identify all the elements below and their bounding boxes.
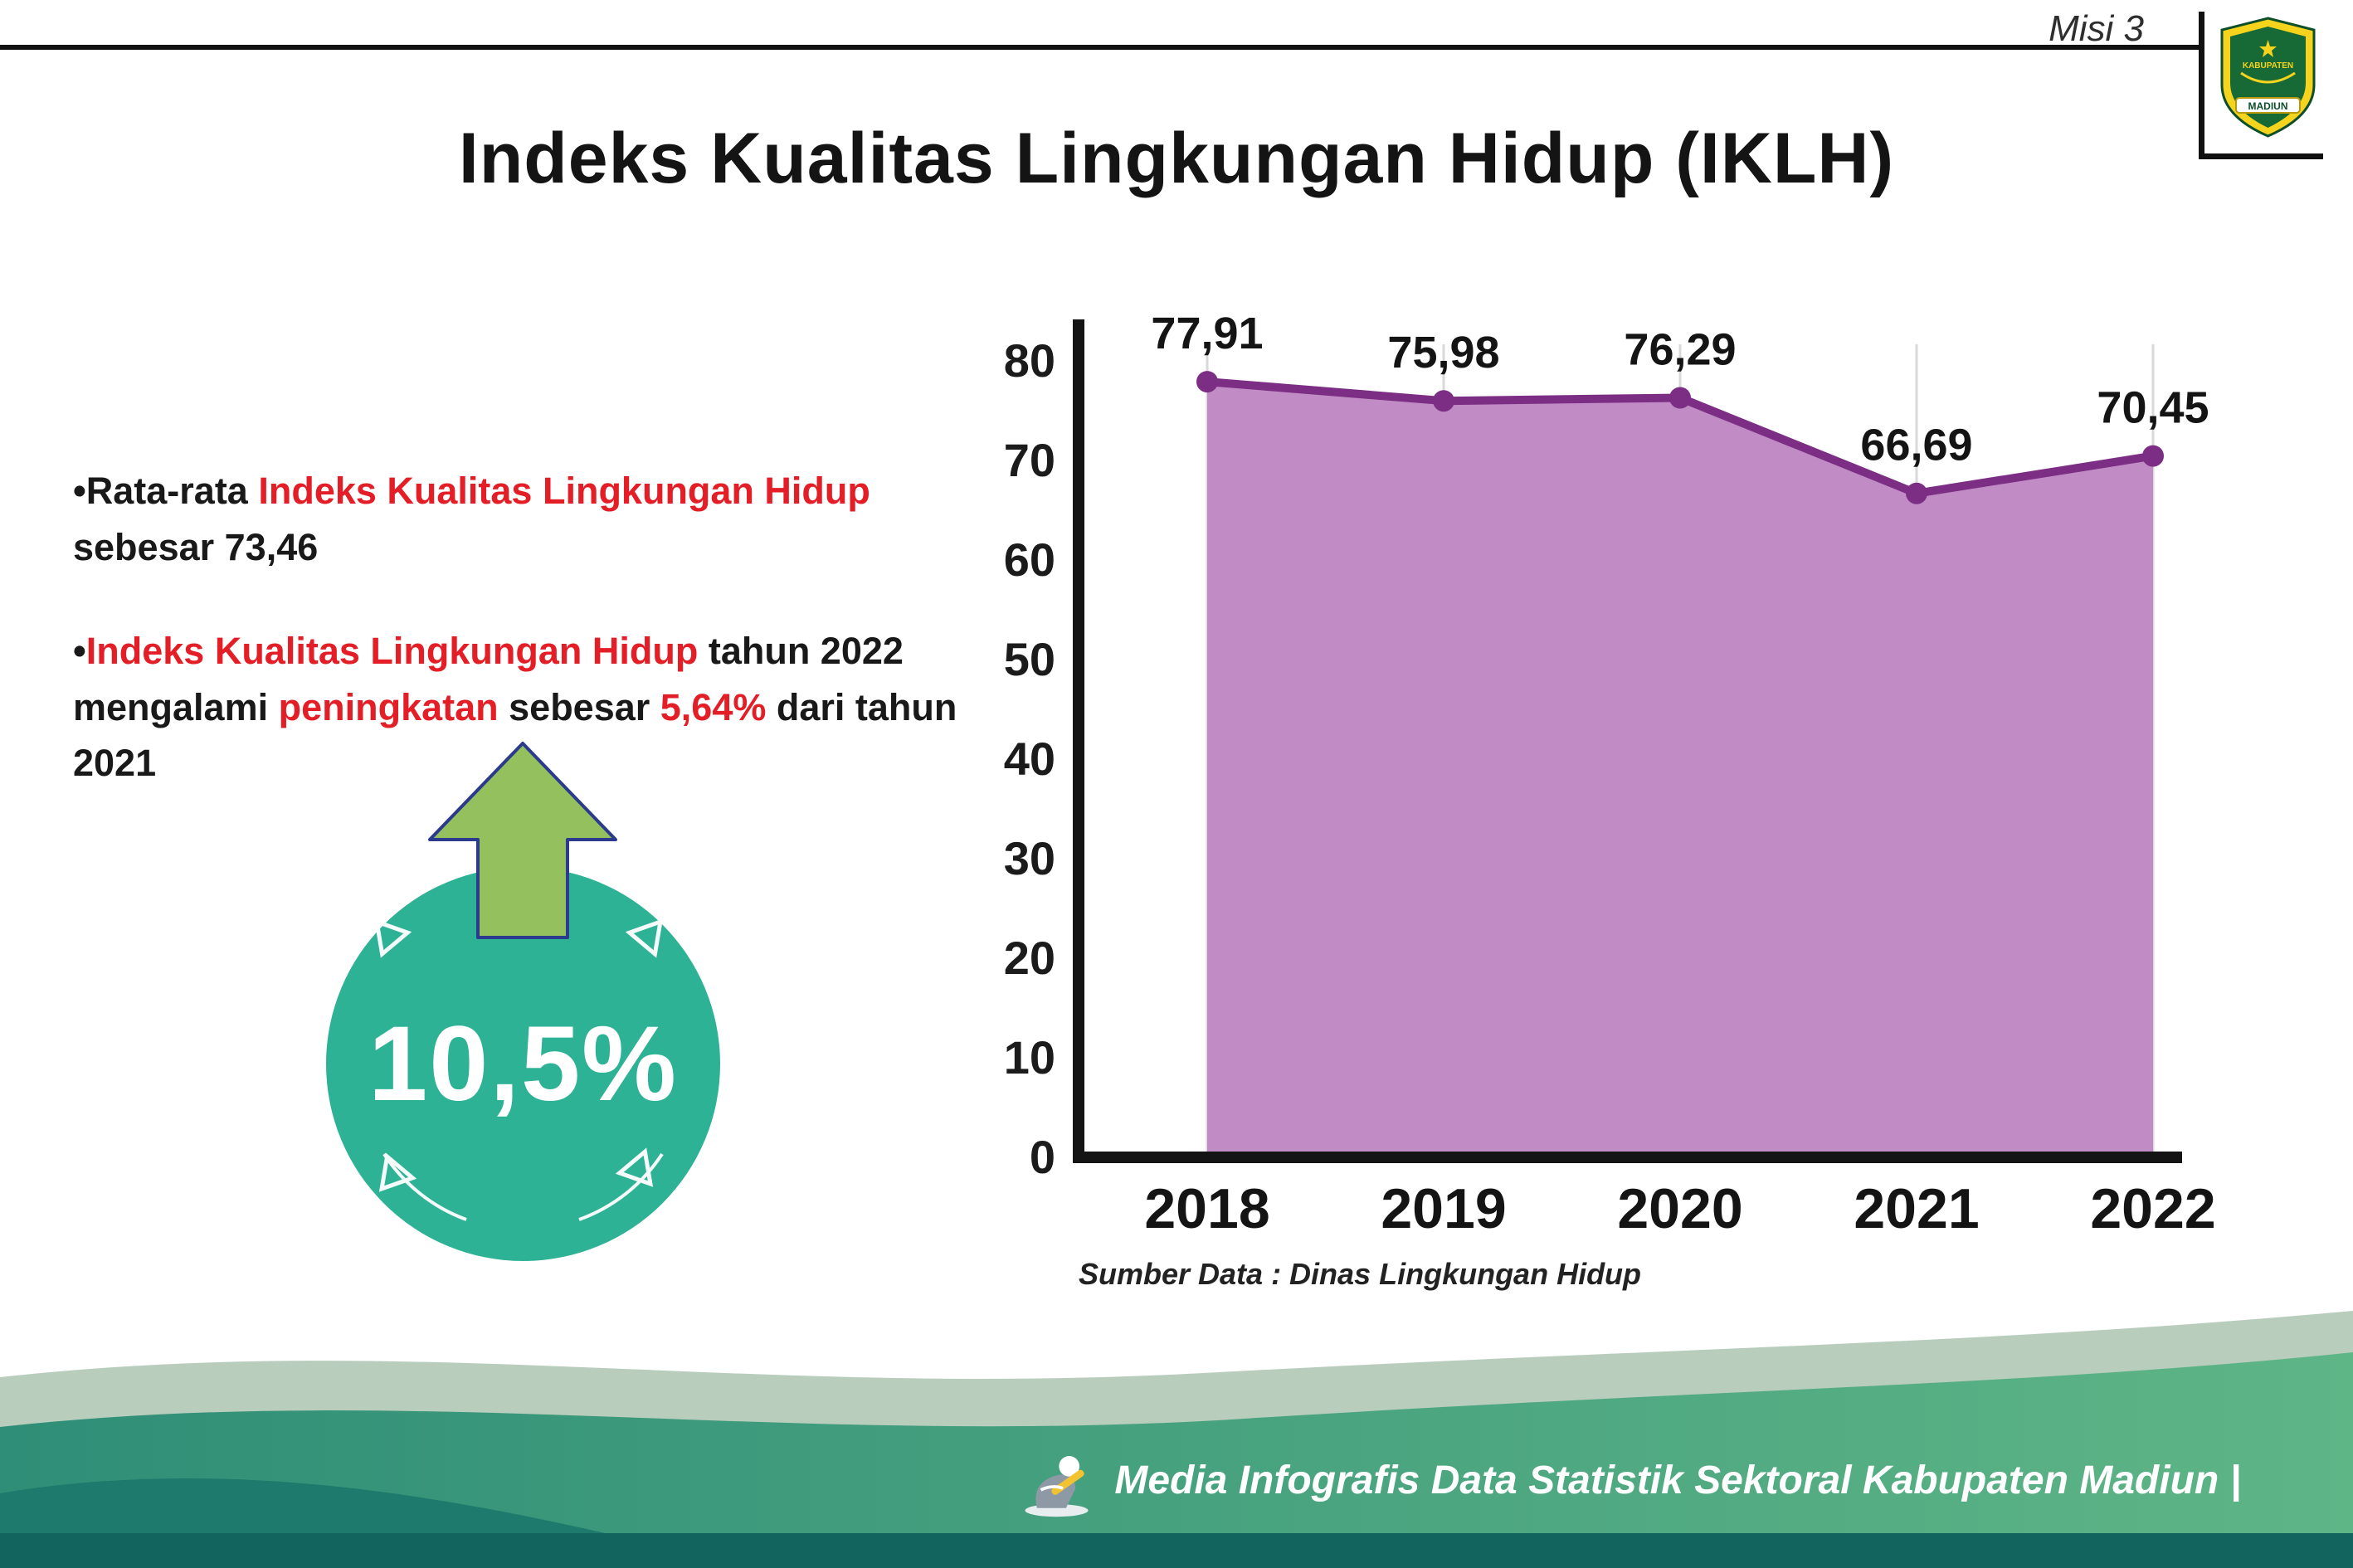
page-title: Indeks Kualitas Lingkungan Hidup (IKLH) xyxy=(458,119,1895,198)
kabupaten-madiun-logo: KABUPATEN MADIUN xyxy=(2199,12,2323,159)
y-tick-label: 80 xyxy=(1004,334,1055,387)
footer-credit: Media Infografis Data Statistik Sektoral… xyxy=(1017,1441,2241,1520)
writer-icon xyxy=(1025,1456,1089,1517)
value-label: 77,91 xyxy=(1151,309,1263,358)
footer-waves xyxy=(0,1311,2353,1568)
y-tick-label: 60 xyxy=(1004,533,1055,586)
data-point xyxy=(1196,371,1218,393)
bullet-marker: • xyxy=(73,470,86,512)
bullet-text: dari tahun 2021 xyxy=(73,685,957,785)
data-point xyxy=(1433,390,1454,412)
area-fill xyxy=(1207,382,2153,1158)
y-tick-label: 10 xyxy=(1004,1031,1055,1083)
summary-bullets: •Rata-rata Indeks Kualitas Lingkungan Hi… xyxy=(73,463,986,840)
logo-top-text: KABUPATEN xyxy=(2243,61,2293,71)
data-source: Sumber Data : Dinas Lingkungan Hidup xyxy=(1079,1257,1642,1291)
x-tick-label: 2022 xyxy=(2090,1177,2215,1240)
area-chart-canvas: 77,91 2018 75,98 2019 76,29 2020 66,69 2021 70,4… xyxy=(1004,309,2216,1240)
y-tick-label: 70 xyxy=(1004,434,1055,486)
misi-label: Misi 3 xyxy=(2049,8,2144,49)
logo-bottom-text: MADIUN xyxy=(2248,100,2288,112)
data-point xyxy=(1906,482,1927,504)
header-divider xyxy=(0,45,2199,50)
value-label: 70,45 xyxy=(2097,383,2209,433)
value-label: 76,29 xyxy=(1624,325,1736,375)
wave-green xyxy=(0,1352,2353,1568)
y-tick-label: 50 xyxy=(1004,633,1055,685)
increase-badge: 10,5% xyxy=(311,738,743,1278)
bullet-average-iklh: •Rata-rata Indeks Kualitas Lingkungan Hi… xyxy=(73,463,986,575)
footer-strip xyxy=(0,1533,2353,1568)
bullet-text: sebesar xyxy=(498,685,660,728)
up-arrow-icon xyxy=(428,742,617,939)
bullet-increase-2022: •Indeks Kualitas Lingkungan Hidup tahun … xyxy=(73,623,986,791)
y-tick-label: 40 xyxy=(1004,733,1055,785)
badge-decorations-icon xyxy=(373,918,664,1221)
x-tick-label: 2018 xyxy=(1144,1177,1269,1240)
bullet-text: tahun 2022 mengalami xyxy=(73,630,904,728)
bullet-marker: • xyxy=(73,630,86,672)
x-tick-label: 2020 xyxy=(1617,1177,1742,1240)
bullet-text: Rata-rata xyxy=(85,470,259,512)
y-tick-label: 30 xyxy=(1004,832,1055,884)
highlight-text: peningkatan xyxy=(278,685,499,728)
y-tick-label: 20 xyxy=(1004,932,1055,984)
highlight-text: 5,64% xyxy=(660,685,767,728)
y-tick-label: 0 xyxy=(1030,1131,1055,1183)
data-point xyxy=(2142,445,2164,467)
iklh-area-chart: 77,91 2018 75,98 2019 76,29 2020 66,69 2021 70,4… xyxy=(996,295,2240,1298)
bullet-text: sebesar 73,46 xyxy=(73,525,319,568)
badge-value: 10,5% xyxy=(368,1005,678,1123)
footer-credit-text: Media Infografis Data Statistik Sektoral… xyxy=(1114,1458,2241,1502)
data-point xyxy=(1669,387,1691,409)
highlight-text: Indeks Kualitas Lingkungan Hidup xyxy=(85,630,699,672)
highlight-text: Indeks Kualitas Lingkungan Hidup xyxy=(258,470,870,512)
value-label: 75,98 xyxy=(1387,328,1499,377)
x-tick-label: 2019 xyxy=(1381,1177,1506,1240)
coat-of-arms-icon: KABUPATEN MADIUN xyxy=(2220,17,2316,138)
badge-circle: 10,5% xyxy=(326,867,720,1261)
value-label: 66,69 xyxy=(1860,421,1972,470)
x-tick-label: 2021 xyxy=(1854,1177,1979,1240)
